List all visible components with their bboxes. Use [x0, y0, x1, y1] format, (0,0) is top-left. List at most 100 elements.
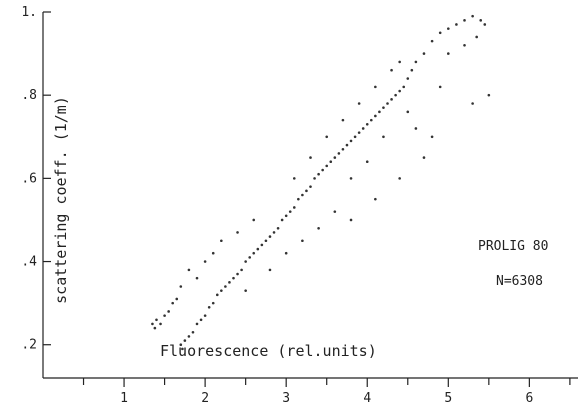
data-point — [268, 235, 272, 238]
data-point — [264, 239, 268, 243]
data-point — [175, 297, 179, 301]
data-point — [305, 189, 308, 193]
data-point — [232, 276, 235, 280]
data-point — [422, 52, 426, 55]
data-point — [386, 102, 389, 105]
data-point — [341, 118, 345, 122]
data-point — [406, 110, 410, 114]
data-point — [301, 239, 304, 243]
data-point — [236, 272, 239, 276]
scatter-points — [151, 14, 491, 351]
data-point — [329, 160, 333, 164]
data-point — [195, 322, 199, 326]
data-point — [361, 127, 365, 130]
data-point — [284, 251, 288, 255]
data-point — [438, 85, 442, 89]
data-point — [430, 39, 434, 43]
data-point — [321, 168, 324, 172]
data-point — [179, 343, 183, 347]
data-point — [179, 285, 183, 288]
data-point — [191, 330, 195, 334]
data-point — [211, 251, 215, 255]
data-point — [455, 23, 458, 26]
data-point — [353, 135, 357, 139]
data-point — [313, 177, 316, 180]
data-point — [398, 177, 401, 180]
y-tick-label: .6 — [21, 171, 37, 186]
y-tick-label: .8 — [21, 88, 37, 103]
data-point — [203, 314, 207, 317]
x-tick-label: 6 — [525, 391, 533, 406]
x-tick-label: 4 — [363, 391, 371, 406]
data-point — [463, 43, 466, 47]
data-point — [256, 247, 260, 251]
y-tick-label: .4 — [21, 255, 37, 270]
data-point — [280, 218, 284, 222]
data-point — [215, 293, 219, 297]
data-point — [349, 177, 353, 180]
data-point — [203, 260, 207, 263]
data-point — [325, 135, 329, 139]
data-point — [244, 289, 247, 292]
data-point — [471, 102, 474, 105]
data-point — [183, 339, 187, 342]
data-point — [447, 52, 450, 55]
data-point — [153, 326, 157, 330]
data-point — [447, 27, 450, 30]
data-point — [159, 322, 162, 326]
data-point — [167, 310, 170, 313]
data-point — [398, 60, 401, 64]
data-point — [414, 60, 418, 64]
data-point — [284, 214, 288, 218]
data-point — [479, 19, 483, 22]
data-point — [155, 318, 158, 322]
data-point — [260, 243, 264, 247]
x-tick-label: 1 — [120, 391, 128, 406]
data-point — [487, 93, 491, 97]
data-point — [276, 226, 280, 230]
data-point — [325, 164, 329, 168]
data-point — [483, 23, 487, 26]
data-point — [171, 301, 174, 305]
data-point — [211, 301, 215, 305]
data-point — [357, 131, 361, 134]
data-point — [341, 147, 345, 151]
data-point — [292, 177, 296, 180]
data-point — [406, 77, 410, 80]
data-point — [272, 231, 276, 234]
data-point — [365, 160, 369, 164]
data-point — [471, 14, 474, 18]
data-point — [349, 218, 353, 222]
data-point — [195, 276, 199, 280]
data-point — [181, 347, 184, 351]
data-point — [333, 156, 337, 159]
data-point — [382, 106, 385, 109]
data-point — [374, 85, 377, 89]
data-point — [414, 127, 418, 130]
data-point — [252, 218, 256, 222]
data-point — [390, 68, 393, 72]
data-point — [236, 231, 239, 234]
data-point — [199, 318, 203, 322]
data-point — [463, 19, 466, 22]
data-point — [187, 268, 191, 272]
data-point — [187, 335, 191, 338]
data-point — [374, 114, 377, 118]
data-point — [288, 210, 292, 213]
data-point — [374, 197, 377, 201]
data-point — [382, 135, 385, 139]
x-tick-label: 3 — [282, 391, 290, 406]
dataset-label: PROLIG 80 — [478, 239, 548, 254]
x-axis-title: Fluorescence (rel.units) — [160, 342, 377, 360]
data-point — [345, 143, 349, 147]
data-point — [309, 185, 312, 188]
data-point — [297, 197, 300, 201]
data-point — [398, 89, 401, 93]
sample-count-label: N=6308 — [496, 274, 543, 289]
data-point — [430, 135, 434, 139]
data-point — [220, 239, 223, 243]
data-point — [207, 305, 211, 309]
data-point — [438, 31, 442, 35]
data-point — [337, 152, 341, 155]
